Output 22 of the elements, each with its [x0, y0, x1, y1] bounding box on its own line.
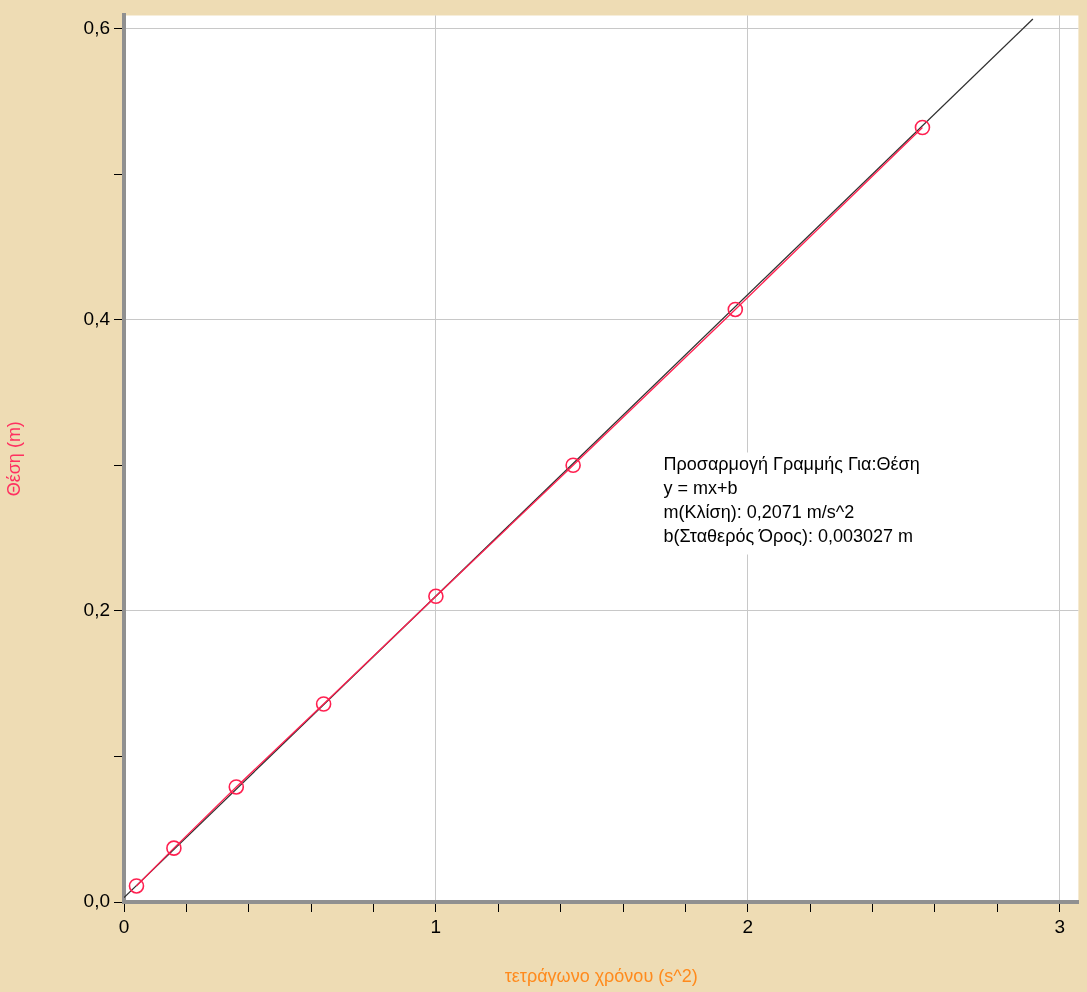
point: [228, 779, 245, 795]
annotation: Προσαρμογή Γραμμής Για:Θέση: [663, 454, 920, 475]
x-tick-label: 3: [1054, 915, 1065, 937]
annotation: b(Σταθερός Όρος): 0,003027 m: [663, 526, 914, 547]
point: [914, 119, 931, 136]
y-tick-label: 0,6: [83, 16, 110, 38]
x-tick-label: 2: [742, 915, 754, 937]
point: [727, 301, 744, 318]
annotation: y = mx+b: [663, 478, 738, 499]
point: [128, 878, 145, 894]
point: [166, 840, 182, 856]
point: [428, 588, 444, 605]
point: [565, 457, 581, 474]
x-tick-label: 1: [430, 915, 442, 937]
y-tick-label: 0,4: [83, 307, 111, 329]
y-axis-title: Θέση (m): [3, 421, 24, 497]
y-tick-label: 0,2: [83, 599, 110, 621]
x-axis-title: τετράγωνο χρόνου (s^2): [504, 966, 698, 987]
annotation: m(Κλίση): 0,2071 m/s^2: [663, 502, 855, 523]
y-tick-label: 0,0: [83, 890, 110, 912]
x-tick-label: 0: [118, 915, 130, 937]
point: [315, 696, 332, 712]
